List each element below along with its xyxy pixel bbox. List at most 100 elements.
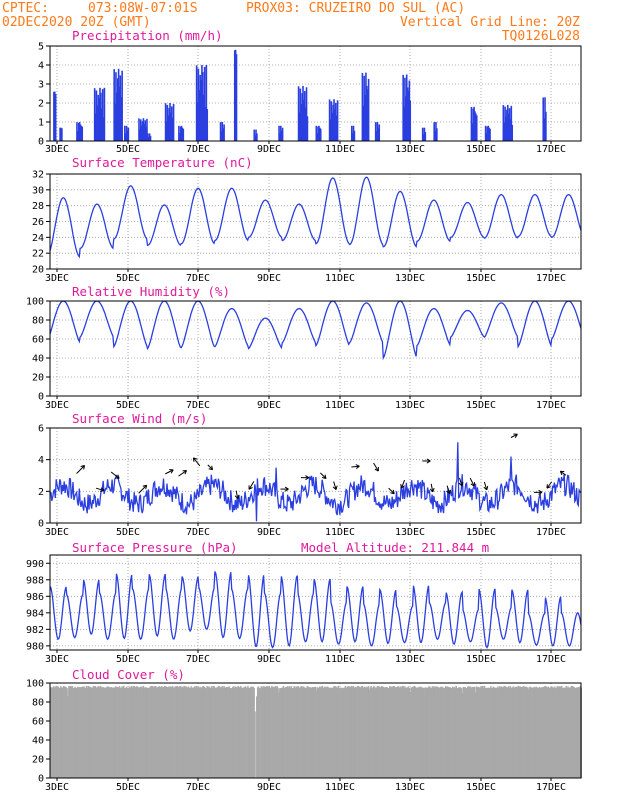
- cloud-bar: [121, 686, 123, 778]
- cloud-bar: [76, 686, 79, 778]
- cloud-bar: [450, 687, 452, 778]
- precip-bar: [195, 65, 198, 141]
- cloud-bar: [579, 686, 582, 778]
- precip-bar: [96, 105, 99, 141]
- cloud-bar: [234, 686, 237, 778]
- cloud-bar: [103, 688, 106, 778]
- cloud-bar: [236, 687, 239, 778]
- precip-bar: [99, 87, 101, 141]
- cloud-bar: [496, 687, 498, 778]
- cloud-bar: [512, 686, 514, 778]
- cloud-bar: [99, 686, 101, 778]
- cloud-bar: [550, 686, 552, 778]
- precip-bar: [298, 112, 301, 141]
- cloud-bar: [273, 687, 276, 778]
- wind-vector: [320, 472, 327, 479]
- cloud-bar: [217, 686, 219, 778]
- cloud-bar: [226, 687, 229, 778]
- wind-ytick-label: 2: [38, 487, 44, 498]
- cloud-bar: [531, 688, 534, 778]
- cloud-bar: [368, 689, 371, 778]
- cloud-bar: [436, 686, 438, 778]
- precip-bar: [182, 128, 185, 141]
- cloud-bar: [385, 686, 387, 778]
- precip-bar: [351, 133, 354, 141]
- humidity-title: Relative Humidity (%): [72, 284, 230, 299]
- precip-bar: [148, 133, 151, 141]
- cloud-bar: [224, 687, 226, 778]
- cloud-bar: [171, 686, 174, 778]
- cloud-bar: [498, 686, 501, 778]
- cloud-bar: [490, 686, 492, 778]
- precip-bar: [202, 72, 204, 141]
- precip-bar: [489, 128, 491, 141]
- cloud-bar: [248, 688, 250, 778]
- cloud-bar: [295, 687, 297, 778]
- humidity-xtick-label: 17DEC: [536, 400, 566, 411]
- cloud-bar: [318, 686, 321, 778]
- cloud-bar: [379, 687, 381, 778]
- cloud-bar: [62, 685, 65, 778]
- cloud-bar: [140, 686, 143, 778]
- cloud-bar: [495, 687, 497, 778]
- cloud-bar: [281, 687, 284, 778]
- precip-bar: [77, 131, 79, 141]
- header-coords: 073:08W-07:01S: [88, 1, 198, 16]
- cloud-bar: [343, 687, 346, 778]
- cloud-bar: [334, 686, 337, 778]
- cloud-bar: [188, 687, 191, 778]
- cloud-bar: [279, 687, 282, 778]
- cloud-bar: [244, 686, 247, 778]
- cloud-bar: [163, 686, 166, 778]
- cloud-bar: [529, 686, 531, 778]
- precip-bar: [221, 122, 224, 141]
- precip-bar: [202, 94, 205, 141]
- cloud-bar: [127, 687, 130, 778]
- cloud-bar: [172, 687, 175, 778]
- precip-bar: [421, 127, 424, 141]
- cloud-bar: [470, 688, 473, 778]
- cloud-bar: [392, 686, 395, 778]
- cloud-bar: [540, 687, 543, 778]
- cloud-bar: [297, 686, 300, 778]
- cloud-bar: [564, 687, 567, 778]
- precip-bar: [117, 68, 120, 141]
- precip-bar: [334, 103, 337, 141]
- precip-bar: [94, 113, 97, 141]
- wind-xtick-label: 15DEC: [466, 527, 496, 538]
- cloud-bar: [508, 687, 511, 778]
- cloud-bar: [478, 687, 481, 778]
- precip-xtick-label: 13DEC: [395, 144, 425, 155]
- wind-plot: 0 2 4 6 3DEC 5DEC 7DEC 9DEC 11DEC 13DEC 15DEC 17DEC: [38, 424, 582, 538]
- cloud-bar: [502, 687, 504, 778]
- temperature-series-line: [49, 176, 582, 259]
- cloud-bar: [152, 686, 154, 778]
- cloud-bar: [344, 685, 347, 778]
- precip-xtick-label: 15DEC: [466, 144, 496, 155]
- temperature-ytick-label: 26: [32, 217, 44, 228]
- temperature-xtick-label: 13DEC: [395, 273, 425, 284]
- cloud-bar: [429, 687, 432, 778]
- cloud-bar: [256, 687, 259, 778]
- cloud-bar: [560, 685, 563, 778]
- cloud-ytick-label: 40: [32, 736, 44, 747]
- precip-bar: [364, 95, 366, 141]
- cloud-frame: [49, 682, 582, 779]
- cloud-bar: [274, 686, 277, 778]
- cloud-bar: [287, 686, 289, 778]
- humidity-ytick-label: 20: [32, 373, 44, 384]
- cloud-bar: [509, 686, 512, 778]
- cloud-bar: [123, 685, 125, 778]
- cloud-bar: [220, 687, 223, 778]
- precip-bar: [475, 115, 478, 141]
- cloud-bar: [137, 686, 139, 778]
- temperature-ytick-label: 22: [32, 249, 44, 260]
- cloud-bar: [67, 696, 69, 778]
- cloud-bar: [393, 685, 395, 778]
- cloud-bar: [115, 686, 118, 778]
- precip-bar: [220, 131, 223, 141]
- cloud-bar: [505, 686, 507, 778]
- precip-bar: [404, 77, 406, 141]
- precip-bar: [545, 111, 547, 141]
